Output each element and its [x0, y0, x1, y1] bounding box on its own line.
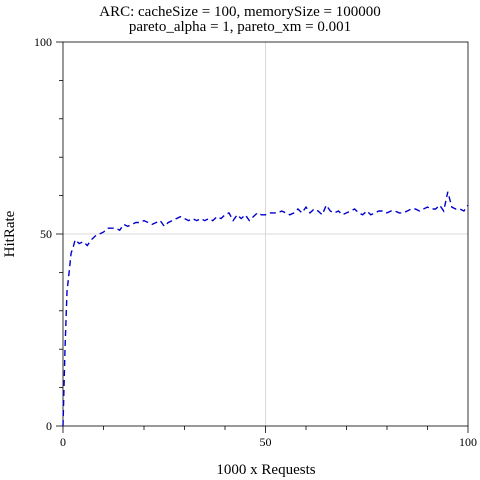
y-tick-label: 0 — [46, 419, 52, 433]
chart-subtitle: pareto_alpha = 1, pareto_xm = 0.001 — [129, 19, 351, 35]
series-line-0 — [62, 191, 469, 427]
x-tick-label: 100 — [459, 435, 477, 449]
series-layer — [62, 191, 469, 427]
x-axis-label: 1000 x Requests — [216, 462, 315, 478]
y-axis: 0 50 100 — [34, 35, 63, 433]
grid — [63, 42, 468, 426]
x-axis: 0 50 100 — [60, 426, 477, 449]
y-tick-label: 50 — [40, 227, 52, 241]
y-axis-label: HitRate — [2, 210, 18, 257]
x-tick-label: 0 — [60, 435, 66, 449]
chart-title: ARC: cacheSize = 100, memorySize = 10000… — [99, 4, 380, 20]
x-tick-label: 50 — [260, 435, 272, 449]
y-tick-label: 100 — [34, 35, 52, 49]
